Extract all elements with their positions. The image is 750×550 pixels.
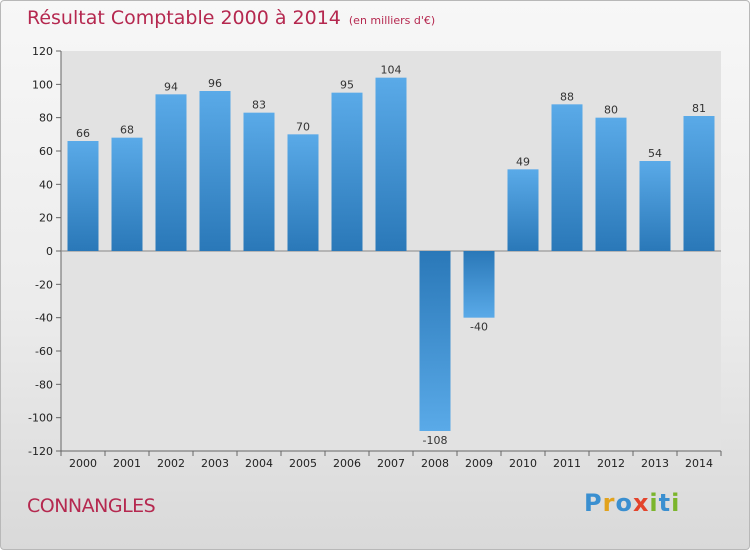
x-tick-label: 2005 — [289, 457, 317, 470]
data-label: 49 — [516, 155, 530, 168]
data-label: 68 — [120, 124, 134, 137]
data-label: 83 — [252, 99, 266, 112]
brand-letter: r — [602, 489, 616, 517]
bar-2014 — [683, 116, 715, 251]
x-tick-label: 2013 — [641, 457, 669, 470]
bar-2012 — [595, 117, 627, 252]
y-tick-label: 80 — [39, 112, 53, 125]
x-tick-label: 2011 — [553, 457, 581, 470]
data-label: 88 — [560, 90, 574, 103]
data-label: 104 — [381, 64, 402, 77]
data-label: 70 — [296, 120, 310, 133]
bar-2008 — [419, 251, 451, 431]
x-tick-label: 2007 — [377, 457, 405, 470]
bar-2000 — [67, 141, 99, 251]
y-tick-label: 0 — [46, 245, 53, 258]
y-tick-label: 100 — [32, 78, 53, 91]
bar-2004 — [243, 112, 275, 252]
data-label: 95 — [340, 79, 354, 92]
x-tick-label: 2003 — [201, 457, 229, 470]
x-tick-label: 2008 — [421, 457, 449, 470]
brand-letter: x — [632, 489, 650, 517]
bar-2005 — [287, 134, 319, 251]
bar-2009 — [463, 251, 495, 318]
brand-letter: o — [615, 489, 633, 517]
y-tick-label: 120 — [32, 45, 53, 58]
bar-2013 — [639, 161, 671, 251]
y-tick-label: -100 — [28, 412, 53, 425]
x-tick-label: 2012 — [597, 457, 625, 470]
y-tick-label: 40 — [39, 178, 53, 191]
bar-2002 — [155, 94, 187, 251]
data-label: -108 — [423, 434, 448, 447]
data-label: 54 — [648, 147, 662, 160]
y-tick-label: 20 — [39, 212, 53, 225]
y-tick-label: -120 — [28, 445, 53, 458]
brand-letter: i — [671, 489, 681, 517]
y-tick-label: -80 — [35, 378, 53, 391]
brand-letter: i — [649, 489, 659, 517]
x-tick-label: 2002 — [157, 457, 185, 470]
x-tick-label: 2009 — [465, 457, 493, 470]
bar-2006 — [331, 92, 363, 252]
x-tick-label: 2010 — [509, 457, 537, 470]
place-name: CONNANGLES — [27, 495, 156, 517]
data-label: 81 — [692, 102, 706, 115]
labels: 2000 66 2001 68 2002 94 2003 96 2004 83 2005 70 2006… — [69, 64, 713, 470]
bar-2001 — [111, 137, 143, 251]
bar-2010 — [507, 169, 539, 251]
bar-2003 — [199, 91, 231, 251]
chart-subtitle: (en milliers d'€) — [348, 14, 436, 27]
data-label: -40 — [470, 321, 488, 334]
y-tick-label: -60 — [35, 345, 53, 358]
chart-title-text: Résultat Comptable 2000 à 2014 — [27, 7, 341, 29]
x-tick-label: 2000 — [69, 457, 97, 470]
bars — [67, 77, 715, 431]
data-label: 94 — [164, 80, 178, 93]
y-tick-label: -20 — [35, 278, 53, 291]
chart-title: Résultat Comptable 2000 à 2014 (en millie… — [27, 7, 435, 29]
bar-2007 — [375, 77, 407, 252]
bar-2011 — [551, 104, 583, 251]
x-tick-label: 2001 — [113, 457, 141, 470]
x-tick-label: 2014 — [685, 457, 713, 470]
brand-letter: t — [658, 489, 672, 517]
x-tick-label: 2004 — [245, 457, 273, 470]
brand-letter: P — [584, 489, 603, 517]
data-label: 80 — [604, 104, 618, 117]
data-label: 96 — [208, 77, 222, 90]
data-label: 66 — [76, 127, 90, 140]
y-tick-label: -40 — [35, 312, 53, 325]
y-tick-label: 60 — [39, 145, 53, 158]
brand-logo: Proxiti — [584, 489, 680, 517]
x-tick-label: 2006 — [333, 457, 361, 470]
